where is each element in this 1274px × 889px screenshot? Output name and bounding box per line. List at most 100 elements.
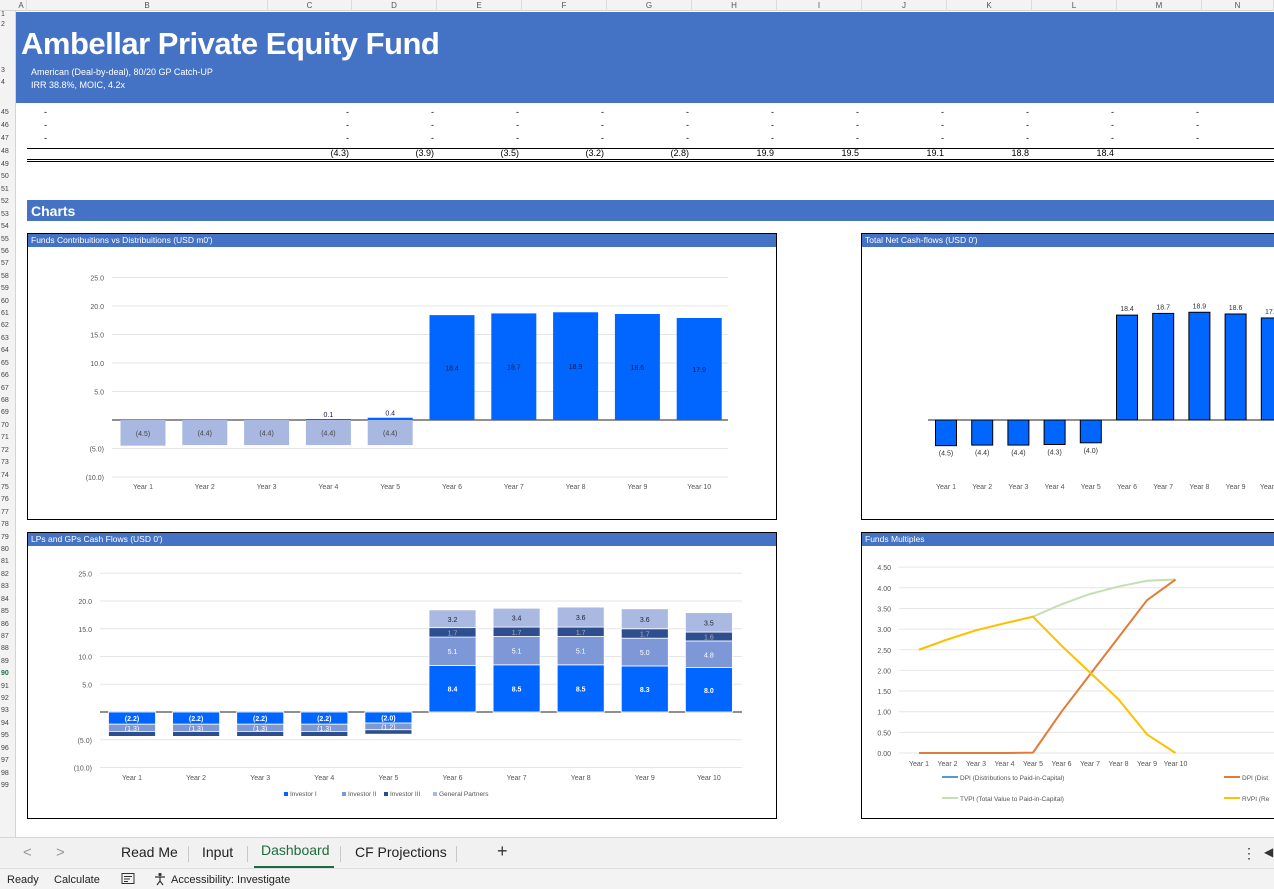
dash-cell[interactable]: - [1026,120,1029,130]
stack-segment[interactable] [685,612,733,633]
row-header-97[interactable]: 97 [1,757,9,765]
dash-cell[interactable]: - [516,133,519,143]
row-header-59[interactable]: 59 [1,285,9,293]
total-cell[interactable]: 19.1 [926,148,944,158]
row-header-77[interactable]: 77 [1,508,9,516]
row-header-4[interactable]: 4 [1,79,5,86]
row-header-94[interactable]: 94 [1,719,9,727]
row-header-1[interactable]: 1 [1,11,5,18]
column-header-j[interactable]: J [862,0,947,11]
next-sheet-arrow-icon[interactable]: > [56,844,65,861]
row-header-85[interactable]: 85 [1,608,9,616]
row-header-3[interactable]: 3 [1,67,5,74]
stack-segment[interactable] [685,640,733,668]
row-header-52[interactable]: 52 [1,198,9,206]
column-header-m[interactable]: M [1117,0,1202,11]
dash-cell[interactable]: - [346,107,349,117]
bar-contribution[interactable] [305,420,351,446]
row-header-72[interactable]: 72 [1,446,9,454]
row-header-56[interactable]: 56 [1,247,9,255]
add-sheet-plus-icon[interactable]: + [497,841,508,861]
bar-distribution[interactable] [553,312,599,420]
row-header-82[interactable]: 82 [1,570,9,578]
row-header-96[interactable]: 96 [1,744,9,752]
column-header-g[interactable]: G [607,0,692,11]
row-header-99[interactable]: 99 [1,782,9,789]
row-header-73[interactable]: 73 [1,459,9,467]
prev-sheet-arrow-icon[interactable]: < [23,844,32,861]
dash-cell[interactable]: - [1026,133,1029,143]
row-header-63[interactable]: 63 [1,334,9,342]
dash-cell[interactable]: - [431,133,434,143]
row-header-64[interactable]: 64 [1,347,9,355]
bar-net-cashflow[interactable] [1260,317,1274,421]
dash-cell[interactable]: - [516,107,519,117]
bar-distribution[interactable] [491,313,537,420]
stack-segment[interactable] [492,607,541,628]
bar-contribution[interactable] [367,420,413,446]
row-header-53[interactable]: 53 [1,210,9,218]
row-header-84[interactable]: 84 [1,595,9,603]
bar-distribution[interactable] [429,315,475,420]
dash-cell[interactable]: - [941,107,944,117]
row-header-70[interactable]: 70 [1,421,9,429]
row-header-47[interactable]: 47 [1,135,9,142]
total-cell[interactable]: 18.4 [1096,148,1114,158]
stack-segment[interactable] [172,731,221,737]
bar-net-cashflow[interactable] [1152,312,1175,421]
bar-net-cashflow[interactable] [1079,419,1102,444]
column-header-i[interactable]: I [777,0,862,11]
bar-net-cashflow[interactable] [1007,419,1030,446]
stack-segment[interactable] [492,636,541,666]
stack-segment[interactable] [685,667,733,713]
chart-lps-gps-cashflows[interactable]: LPs and GPs Cash Flows (USD 0') 25.0 20.0… [27,532,777,819]
series-line[interactable] [919,578,1177,754]
bar-net-cashflow[interactable] [1116,314,1138,421]
row-header-46[interactable]: 46 [1,122,9,129]
row-header-81[interactable]: 81 [1,558,9,566]
row-header-88[interactable]: 88 [1,645,9,653]
dash-cell[interactable]: - [346,133,349,143]
row-header-49[interactable]: 49 [1,161,9,168]
row-header-61[interactable]: 61 [1,310,9,318]
stack-segment[interactable] [364,729,413,735]
row-header-80[interactable]: 80 [1,546,9,554]
bar-contribution[interactable] [120,420,166,446]
dash-cell[interactable]: - [1026,107,1029,117]
row-header-87[interactable]: 87 [1,632,9,640]
stack-segment[interactable] [428,609,477,629]
row-header-62[interactable]: 62 [1,322,9,330]
row-header-76[interactable]: 76 [1,496,9,504]
dash-cell[interactable]: - [601,107,604,117]
bar-distribution[interactable] [614,313,660,420]
row-header-51[interactable]: 51 [1,185,9,193]
scroll-left-icon[interactable]: ◀ [1264,845,1274,859]
stack-segment[interactable] [108,731,156,737]
dash-cell[interactable]: - [941,133,944,143]
dash-cell[interactable]: - [1111,133,1114,143]
row-header-86[interactable]: 86 [1,620,9,628]
more-options-icon[interactable]: ⋮ [1242,845,1256,861]
row-header-60[interactable]: 60 [1,297,9,305]
row-header-71[interactable]: 71 [1,434,9,442]
row-header-90[interactable]: 90 [1,670,9,678]
row-header-89[interactable]: 89 [1,657,9,665]
dash-cell[interactable]: - [44,107,47,117]
dash-cell[interactable]: - [771,107,774,117]
charts-section-title[interactable]: Charts [31,203,76,219]
row-header-54[interactable]: 54 [1,223,9,231]
dash-cell[interactable]: - [856,133,859,143]
row-header-58[interactable]: 58 [1,272,9,280]
row-header-65[interactable]: 65 [1,359,9,367]
total-cell[interactable]: 19.9 [756,148,774,158]
dash-cell[interactable]: - [601,120,604,130]
column-header-h[interactable]: H [692,0,777,11]
total-cell[interactable]: 19.5 [841,148,859,158]
dash-cell[interactable]: - [516,120,519,130]
dash-cell[interactable]: - [1196,120,1199,130]
status-calculate[interactable]: Calculate [54,874,100,886]
column-header-d[interactable]: D [352,0,437,11]
column-header-a[interactable]: A [16,0,27,11]
irr-moic-label[interactable]: IRR 38.8%, MOIC, 4.2x [31,80,126,90]
bar-contribution[interactable] [244,420,290,446]
